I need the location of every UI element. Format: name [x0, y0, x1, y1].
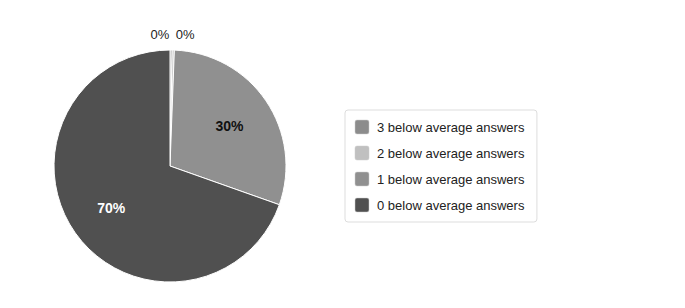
data-label: 70%	[97, 200, 126, 216]
legend-swatch	[355, 198, 369, 212]
legend-label: 0 below average answers	[377, 198, 525, 213]
data-label: 0%	[150, 27, 169, 42]
slices	[54, 50, 286, 282]
data-label: 0%	[176, 27, 195, 42]
legend-swatch	[355, 146, 369, 160]
legend-swatch	[355, 172, 369, 186]
legend: 3 below average answers 2 below average a…	[345, 110, 537, 222]
data-labels: 0% 0% 30% 70%	[97, 27, 244, 216]
legend-label: 1 below average answers	[377, 172, 525, 187]
data-label: 30%	[215, 118, 244, 134]
legend-swatch	[355, 120, 369, 134]
pie-slice	[54, 50, 279, 282]
legend-label: 3 below average answers	[377, 120, 525, 135]
legend-frame	[345, 110, 537, 222]
legend-label: 2 below average answers	[377, 146, 525, 161]
chart: 0% 0% 30% 70% 3 below average answers 2 below…	[0, 0, 685, 308]
